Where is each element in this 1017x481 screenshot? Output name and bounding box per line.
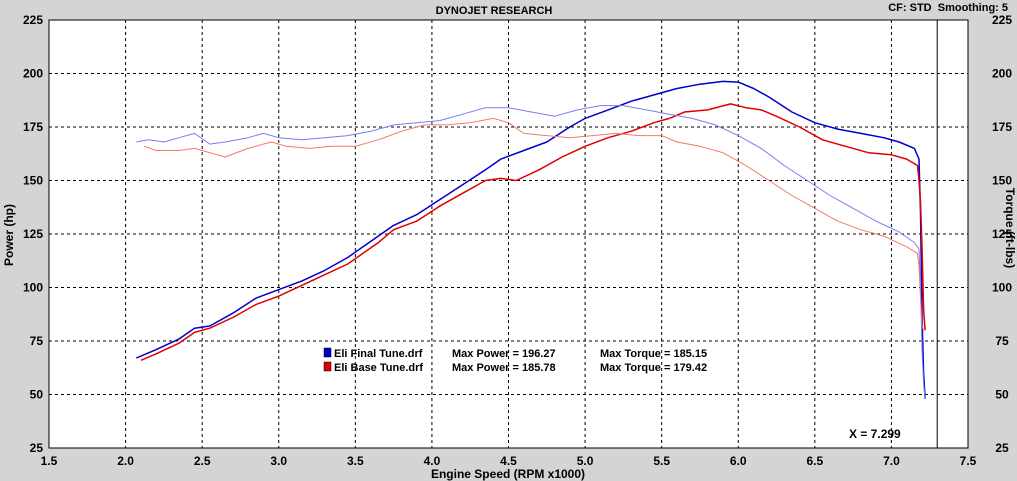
y-tick-label-right: 100 — [992, 281, 1012, 295]
y-tick-label-left: 50 — [30, 388, 44, 402]
y-tick-label-right: 150 — [992, 174, 1012, 188]
series-eli-base-tune-drf-power — [140, 103, 926, 361]
y-tick-label-right: 50 — [995, 388, 1009, 402]
y-tick-label-left: 225 — [23, 13, 43, 27]
grid-lines — [49, 20, 968, 448]
x-tick-label: 7.5 — [960, 454, 977, 468]
plot-border — [48, 19, 969, 449]
y-tick-label-left: 125 — [23, 227, 43, 241]
chart-title: DYNOJET RESEARCH — [436, 5, 553, 17]
y-tick-label-left: 100 — [23, 281, 43, 295]
y-tick-label-left: 25 — [30, 441, 44, 455]
legend-swatch-base-tune — [323, 361, 332, 372]
series-eli-base-tune-drf-torque — [143, 117, 925, 331]
x-tick-label: 4.5 — [500, 454, 517, 468]
x-tick-label: 4.0 — [424, 454, 441, 468]
legend-base-tune-file: Eli Base Tune.drf — [334, 362, 423, 374]
series-eli-final-tune-drf-torque — [136, 105, 926, 399]
x-tick-label: 6.5 — [806, 454, 823, 468]
y-tick-label-right: 25 — [995, 441, 1009, 455]
legend-final-tune-torque: Max Torque = 185.15 — [600, 348, 707, 360]
y-tick-label-left: 175 — [23, 120, 43, 134]
series-eli-final-tune-drf-power — [136, 80, 926, 399]
x-tick-label: 3.0 — [270, 454, 287, 468]
y-tick-label-left: 150 — [23, 174, 43, 188]
legend: Eli Final Tune.drf Max Power = 196.27 Ma… — [323, 347, 707, 374]
cursor-readout: X = 7.299 — [849, 427, 901, 441]
x-tick-label: 5.0 — [577, 454, 594, 468]
x-tick-label: 1.5 — [41, 454, 58, 468]
y-tick-label-right: 175 — [992, 120, 1012, 134]
legend-swatch-final-tune — [323, 347, 332, 358]
y-tick-label-left: 200 — [23, 67, 43, 81]
y-tick-label-right: 125 — [992, 227, 1012, 241]
axis-ticks: 1.5 2.0 2.5 3.0 3.5 4.0 4.5 5.0 5.5 6.0 6.5 7.0 7.5 2… — [23, 13, 1012, 468]
series-lines — [136, 80, 926, 399]
x-tick-label: 2.0 — [117, 454, 134, 468]
y-tick-label-right: 225 — [992, 13, 1012, 27]
x-tick-label: 7.0 — [883, 454, 900, 468]
legend-base-tune-power: Max Power = 185.78 — [452, 362, 556, 374]
legend-final-tune-file: Eli Final Tune.drf — [334, 348, 423, 360]
y-axis-label-left: Power (hp) — [2, 204, 16, 266]
y-tick-label-right: 200 — [992, 67, 1012, 81]
x-tick-label: 5.5 — [653, 454, 670, 468]
x-tick-label: 6.0 — [730, 454, 747, 468]
y-tick-label-right: 75 — [995, 334, 1009, 348]
legend-final-tune-power: Max Power = 196.27 — [452, 348, 556, 360]
legend-base-tune-torque: Max Torque = 179.42 — [600, 362, 707, 374]
y-tick-label-left: 75 — [30, 334, 44, 348]
chart-settings: CF: STD Smoothing: 5 — [888, 2, 1008, 14]
y-axis-label-right: Torque (ft-lbs) — [1003, 188, 1017, 268]
x-tick-label: 2.5 — [194, 454, 211, 468]
x-axis-label: Engine Speed (RPM x1000) — [431, 467, 585, 481]
x-tick-label: 3.5 — [347, 454, 364, 468]
